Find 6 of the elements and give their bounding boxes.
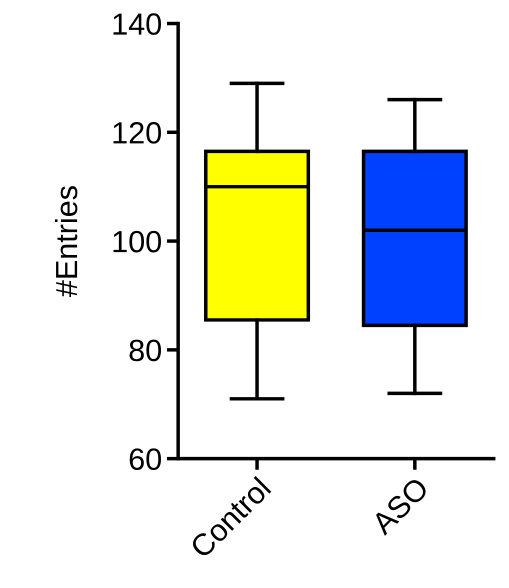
y-tick-label: 100	[114, 230, 161, 252]
y-tick-label: 80	[130, 340, 161, 362]
y-tick-label: 120	[114, 122, 161, 144]
y-tick-label: 60	[130, 448, 161, 470]
y-tick-label: 140	[114, 13, 161, 35]
y-axis-title: #Entries	[54, 186, 78, 297]
